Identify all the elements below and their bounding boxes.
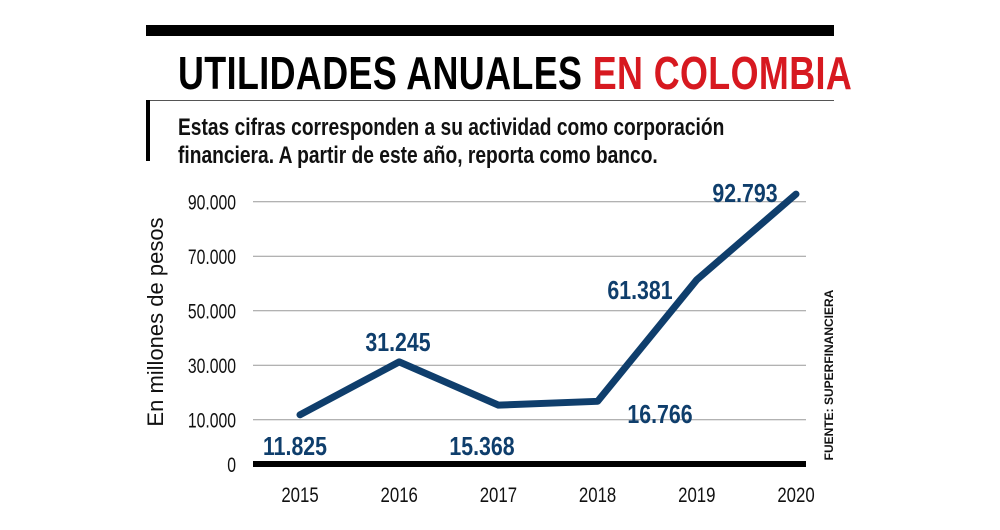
y-tick-label: 30.000	[188, 354, 236, 378]
series-line	[296, 190, 800, 419]
x-tick-label: 2018	[579, 484, 616, 507]
data-label: 31.245	[365, 328, 430, 358]
y-tick-label: 10.000	[188, 409, 236, 433]
subtitle-line-2: financiera. A partir de este año, report…	[178, 142, 658, 169]
top-rule	[146, 25, 834, 36]
y-axis-label: En millones de pesos	[143, 217, 168, 426]
subtitle-line-1: Estas cifras corresponden a su actividad…	[178, 114, 725, 141]
y-tick-label: 0	[227, 453, 236, 477]
data-label: 11.825	[263, 432, 327, 462]
y-tick-label: 90.000	[188, 191, 236, 215]
x-tick-label: 2017	[480, 484, 517, 507]
data-label: 16.766	[627, 400, 692, 430]
subtitle-bar	[146, 100, 150, 161]
chart-title: UTILIDADES ANUALES EN COLOMBIA	[178, 46, 852, 100]
x-tick-label: 2016	[381, 484, 418, 507]
x-tick-label: 2019	[678, 484, 715, 507]
data-label: 61.381	[607, 276, 672, 306]
y-tick-label: 50.000	[188, 300, 236, 324]
x-tick-label: 2015	[281, 484, 318, 507]
source-label: FUENTE: SUPERFINANCIERA	[822, 289, 836, 460]
x-tick-label: 2020	[777, 484, 814, 507]
data-label: 92.793	[712, 179, 777, 209]
title-black: UTILIDADES ANUALES	[178, 47, 583, 99]
y-tick-label: 70.000	[188, 245, 236, 269]
data-label: 15.368	[449, 432, 514, 462]
title-red: EN COLOMBIA	[592, 47, 853, 99]
divider	[150, 100, 834, 101]
